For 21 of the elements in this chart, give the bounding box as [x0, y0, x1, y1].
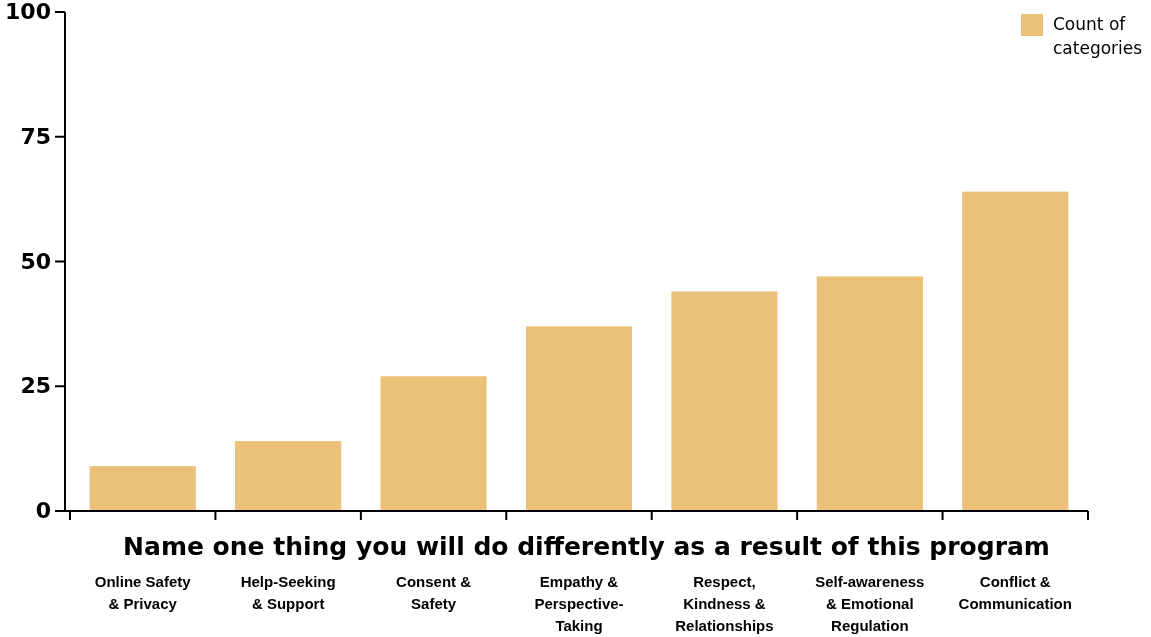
- y-tick-label: 100: [5, 0, 51, 24]
- legend-label: Count of categories: [1053, 14, 1143, 58]
- x-tick-label: Respect, Kindness & Relationships: [675, 573, 774, 634]
- x-tick-label: Self-awareness & Emotional Regulation: [815, 573, 925, 634]
- y-tick-label: 25: [20, 373, 51, 399]
- bar: [235, 441, 342, 511]
- bar: [525, 326, 633, 511]
- y-tick-label: 75: [20, 123, 51, 149]
- bar: [89, 466, 196, 511]
- bar: [816, 276, 923, 511]
- bar: [671, 291, 778, 511]
- x-tick-label: Help-Seeking & Support: [240, 573, 336, 612]
- y-tick-label: 0: [35, 498, 51, 523]
- x-tick-label: Consent & Safety: [396, 573, 472, 612]
- x-axis-title: Name one thing you will do differently as a result of this program: [123, 532, 1050, 561]
- x-tick-label: Empathy & Perspective-Taking: [534, 573, 624, 634]
- x-tick-label: Conflict & Communication: [958, 573, 1072, 612]
- y-tick-label: 50: [20, 248, 51, 274]
- bar: [962, 191, 1069, 511]
- bar: [380, 376, 487, 511]
- x-tick-label: Online Safety & Privacy: [94, 573, 192, 612]
